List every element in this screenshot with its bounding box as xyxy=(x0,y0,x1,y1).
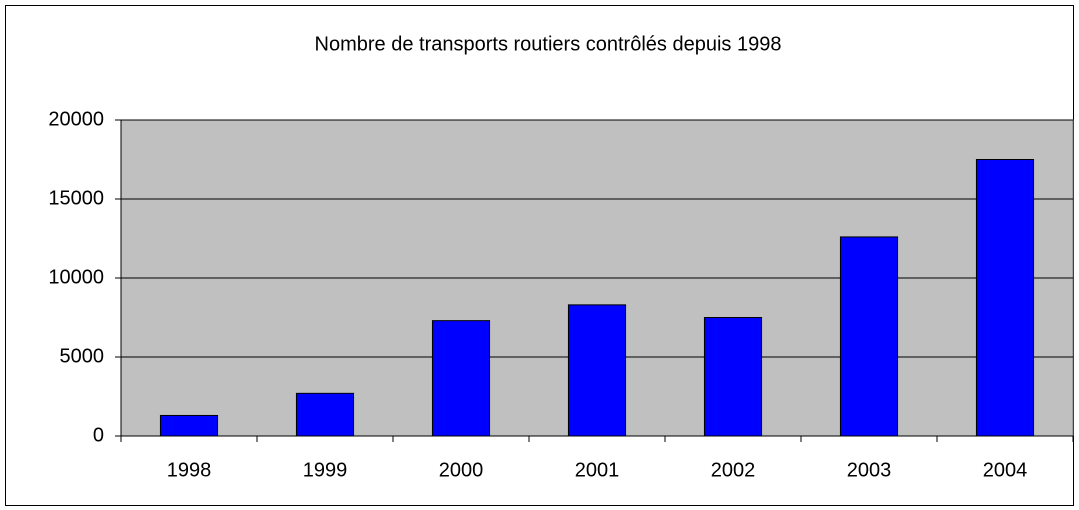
x-tick-label: 2003 xyxy=(847,459,892,481)
y-tick-label: 5000 xyxy=(60,345,105,367)
y-tick-label: 0 xyxy=(93,424,104,446)
y-tick-label: 15000 xyxy=(48,187,104,209)
x-tick-label: 2004 xyxy=(983,459,1028,481)
y-tick-label: 10000 xyxy=(48,266,104,288)
y-tick-label: 20000 xyxy=(48,108,104,130)
bar xyxy=(703,317,763,437)
bar xyxy=(431,320,491,437)
bar xyxy=(159,414,219,437)
chart-title: Nombre de transports routiers contrôlés … xyxy=(315,33,782,55)
bar xyxy=(975,159,1035,437)
x-tick-label: 1998 xyxy=(167,459,212,481)
bar xyxy=(839,236,899,437)
bar xyxy=(567,304,627,437)
x-tick-label: 2001 xyxy=(575,459,620,481)
x-tick-label: 1999 xyxy=(303,459,348,481)
x-tick-label: 2002 xyxy=(711,459,756,481)
bar xyxy=(295,392,355,437)
x-tick-label: 2000 xyxy=(439,459,484,481)
